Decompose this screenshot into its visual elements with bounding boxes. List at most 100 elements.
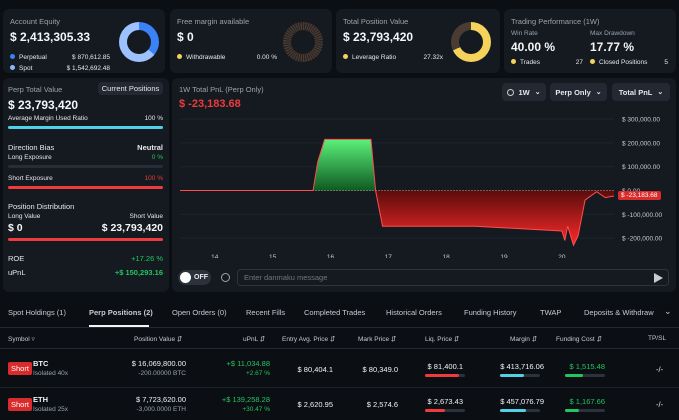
margin-bar: [500, 374, 540, 377]
sort-icon: ⇵: [531, 336, 538, 343]
tab-deposits-withdraw[interactable]: Deposits & Withdraw: [584, 308, 654, 317]
tab-spot-holdings[interactable]: Spot Holdings (1): [8, 308, 66, 317]
avg-margin-bar: [8, 126, 163, 129]
header-funding-cost[interactable]: Funding Cost ⇵: [556, 336, 602, 343]
settings-icon[interactable]: [221, 273, 230, 282]
distribution-labels-row: Long Value Short Value: [8, 213, 163, 220]
short-exposure-value: 100 %: [144, 175, 163, 182]
side-badge: Short: [8, 398, 32, 411]
x-tick-label: 20: [558, 254, 566, 258]
filter-dropdown[interactable]: Perp Only ⌄: [550, 83, 607, 101]
perp-total-title: Perp Total Value: [8, 85, 63, 94]
x-tick-label: 19: [500, 254, 508, 258]
upnl: +$ 139,258.28: [221, 395, 270, 404]
withdrawable-label: Withdrawable: [177, 54, 225, 61]
funding-bar: [565, 409, 605, 412]
chevron-down-icon: ⌄: [657, 89, 664, 96]
entry-price: $ 2,620.95: [297, 400, 333, 409]
y-tick-label: $ 300,000.00: [622, 117, 660, 124]
current-positions-button[interactable]: Current Positions: [98, 82, 163, 95]
sort-icon: ⇵: [390, 336, 397, 343]
margin-mode: Isolated 25x: [33, 406, 69, 413]
toggle-label: OFF: [194, 274, 208, 281]
header-position-value[interactable]: Position Value ⇵: [134, 336, 183, 343]
entry-price: $ 80,404.1: [297, 365, 333, 374]
pnl-series-line: [180, 138, 615, 247]
mark-price: $ 2,574.6: [366, 400, 398, 409]
roe-value: +17.26 %: [131, 254, 163, 263]
clock-icon: [507, 88, 515, 96]
tab-completed-trades[interactable]: Completed Trades: [304, 308, 366, 317]
filter-icon[interactable]: ▿: [31, 336, 35, 343]
distribution-values-row: $ 0 $ 23,793,420: [8, 222, 163, 234]
win-rate-label: Win Rate: [511, 30, 538, 37]
y-tick-label: $ -200,000.00: [622, 236, 663, 243]
header-symbol[interactable]: Symbol ▿: [8, 336, 35, 343]
header-upnl[interactable]: uPnL ⇵: [243, 336, 266, 343]
account-equity-title: Account Equity: [10, 17, 61, 26]
funding-bar: [565, 374, 605, 377]
danmaku-toggle[interactable]: OFF: [178, 270, 211, 285]
position-value: $ 7,723,620.00: [135, 395, 186, 404]
tpsl[interactable]: -/-: [656, 400, 664, 409]
row-divider: [0, 387, 679, 388]
send-icon[interactable]: [654, 273, 663, 283]
funding-cost: $ 1,515.48: [569, 362, 605, 371]
long-value-label: Long Value: [8, 213, 41, 220]
position-size: -3,000.0000 ETH: [136, 406, 186, 413]
upnl: +$ 11,034.88: [226, 359, 270, 368]
header-liq-price[interactable]: Liq. Price ⇵: [425, 336, 460, 343]
trades-value: 27: [575, 59, 583, 66]
symbol[interactable]: BTC: [33, 359, 49, 368]
tab-twap[interactable]: TWAP: [540, 308, 562, 317]
leverage-label: Leverage Ratio: [343, 54, 396, 61]
chevron-down-icon[interactable]: ⌄: [664, 306, 672, 316]
margin-mode: Isolated 40x: [33, 370, 69, 377]
x-tick-label: 18: [443, 254, 451, 258]
y-tick-label: $ -100,000.00: [622, 212, 663, 219]
range-dropdown[interactable]: 1W ⌄: [502, 83, 546, 101]
liq-price: $ 2,673.43: [427, 397, 463, 406]
symbol[interactable]: ETH: [33, 395, 48, 404]
pnl-negative-area: [180, 190, 614, 246]
danmaku-input[interactable]: [237, 269, 669, 286]
tab-funding-history[interactable]: Funding History: [464, 308, 517, 317]
long-exposure-bar: [8, 165, 163, 168]
tab-open-orders[interactable]: Open Orders (0): [172, 308, 227, 317]
upnl-row: uPnL +$ 150,293.16: [8, 268, 163, 277]
max-drawdown-value: 17.77 %: [590, 40, 635, 54]
y-tick-label: $ 100,000.00: [622, 164, 660, 171]
metric-dropdown[interactable]: Total PnL ⌄: [612, 83, 670, 101]
total-position-title: Total Position Value: [343, 17, 409, 26]
direction-bias-label: Direction Bias: [8, 143, 55, 152]
header-margin[interactable]: Margin ⇵: [510, 336, 538, 343]
metric-label: Total PnL: [618, 87, 653, 97]
margin-bar: [500, 409, 540, 412]
closed-positions-label: Closed Positions: [590, 59, 647, 66]
direction-bias-value: Neutral: [137, 143, 163, 152]
leverage-value: 27.32x: [423, 54, 443, 61]
avg-margin-value: 100 %: [144, 115, 163, 122]
total-position-value: $ 23,793,420: [343, 30, 414, 44]
trades-label: Trades: [511, 59, 540, 66]
tab-historical-orders[interactable]: Historical Orders: [386, 308, 442, 317]
x-tick-label: 15: [269, 254, 277, 258]
tab-recent-fills[interactable]: Recent Fills: [246, 308, 286, 317]
short-exposure-label: Short Exposure: [8, 175, 53, 182]
toggle-knob: [180, 272, 191, 283]
perpetual-row: Perpetual $ 870,612.85: [10, 54, 110, 61]
free-margin-value: $ 0: [177, 30, 194, 44]
tpsl[interactable]: -/-: [656, 365, 664, 374]
x-tick-label: 16: [327, 254, 335, 258]
long-exposure-label: Long Exposure: [8, 154, 52, 161]
range-label: 1W: [518, 87, 530, 97]
perp-panel: Perp Total Value Current Positions $ 23,…: [3, 78, 169, 292]
closed-positions-row: Closed Positions 5: [590, 59, 668, 66]
header-mark-price[interactable]: Mark Price ⇵: [358, 336, 397, 343]
tab-perp-positions[interactable]: Perp Positions (2): [89, 308, 153, 317]
position-size: -200.00000 BTC: [138, 370, 186, 377]
header-entry-price[interactable]: Entry Avg. Price ⇵: [282, 336, 336, 343]
perpetual-label: Perpetual: [10, 54, 47, 61]
chart-pnl-value: $ -23,183.68: [179, 98, 241, 110]
long-exposure-value: 0 %: [151, 154, 163, 161]
